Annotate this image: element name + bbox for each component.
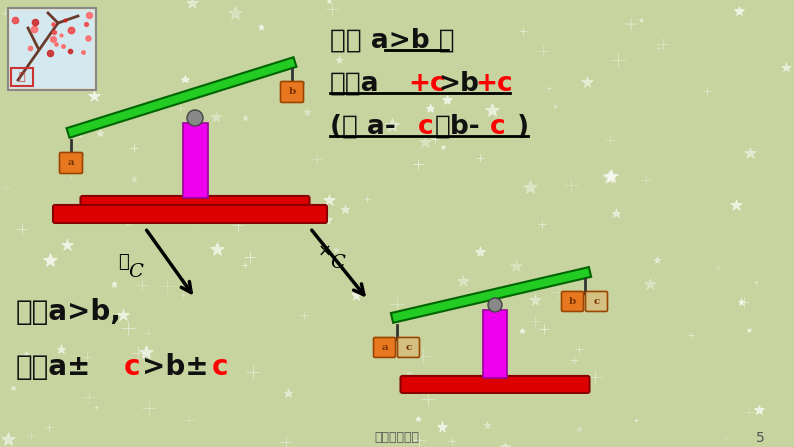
Text: b: b (569, 297, 576, 306)
Text: 那么a: 那么a (330, 71, 380, 97)
Text: c: c (212, 353, 229, 381)
Text: c: c (593, 297, 599, 306)
Text: b: b (288, 88, 295, 97)
Text: 一初中七数组: 一初中七数组 (375, 431, 419, 444)
Text: ＋: ＋ (118, 253, 129, 271)
Text: C: C (330, 254, 345, 272)
Text: c: c (490, 114, 506, 140)
Text: 5: 5 (756, 431, 765, 445)
Text: +c: +c (408, 71, 445, 97)
FancyBboxPatch shape (398, 337, 419, 358)
Text: (或 a-: (或 a- (330, 114, 395, 140)
Circle shape (187, 110, 203, 126)
Text: 那么a±: 那么a± (16, 353, 91, 381)
FancyBboxPatch shape (53, 205, 327, 223)
FancyBboxPatch shape (373, 337, 395, 358)
Text: a: a (381, 343, 387, 352)
Text: a: a (67, 159, 75, 168)
Text: C: C (128, 263, 143, 281)
Text: 如果 a>b ，: 如果 a>b ， (330, 28, 455, 54)
Bar (483, 310, 507, 378)
FancyBboxPatch shape (280, 81, 303, 102)
FancyBboxPatch shape (400, 376, 589, 393)
Text: +c: +c (475, 71, 513, 97)
Text: c: c (418, 114, 434, 140)
Text: >b: >b (438, 71, 479, 97)
Text: 园: 园 (19, 72, 25, 82)
Text: ＞b-: ＞b- (435, 114, 480, 140)
Polygon shape (391, 267, 591, 323)
Text: c: c (406, 343, 411, 352)
FancyBboxPatch shape (585, 291, 607, 312)
FancyBboxPatch shape (60, 152, 83, 173)
Text: c: c (124, 353, 141, 381)
Bar (8, 8, 96, 90)
FancyBboxPatch shape (561, 291, 584, 312)
Text: ): ) (508, 114, 529, 140)
Bar (10, 10, 94, 88)
Text: 如果a>b,: 如果a>b, (16, 298, 121, 326)
FancyBboxPatch shape (80, 196, 310, 214)
Bar (183, 123, 207, 198)
Text: >b±: >b± (142, 353, 209, 381)
Bar (11, 68, 33, 86)
Circle shape (488, 298, 502, 312)
Polygon shape (67, 57, 296, 138)
Text: ×: × (318, 243, 332, 261)
